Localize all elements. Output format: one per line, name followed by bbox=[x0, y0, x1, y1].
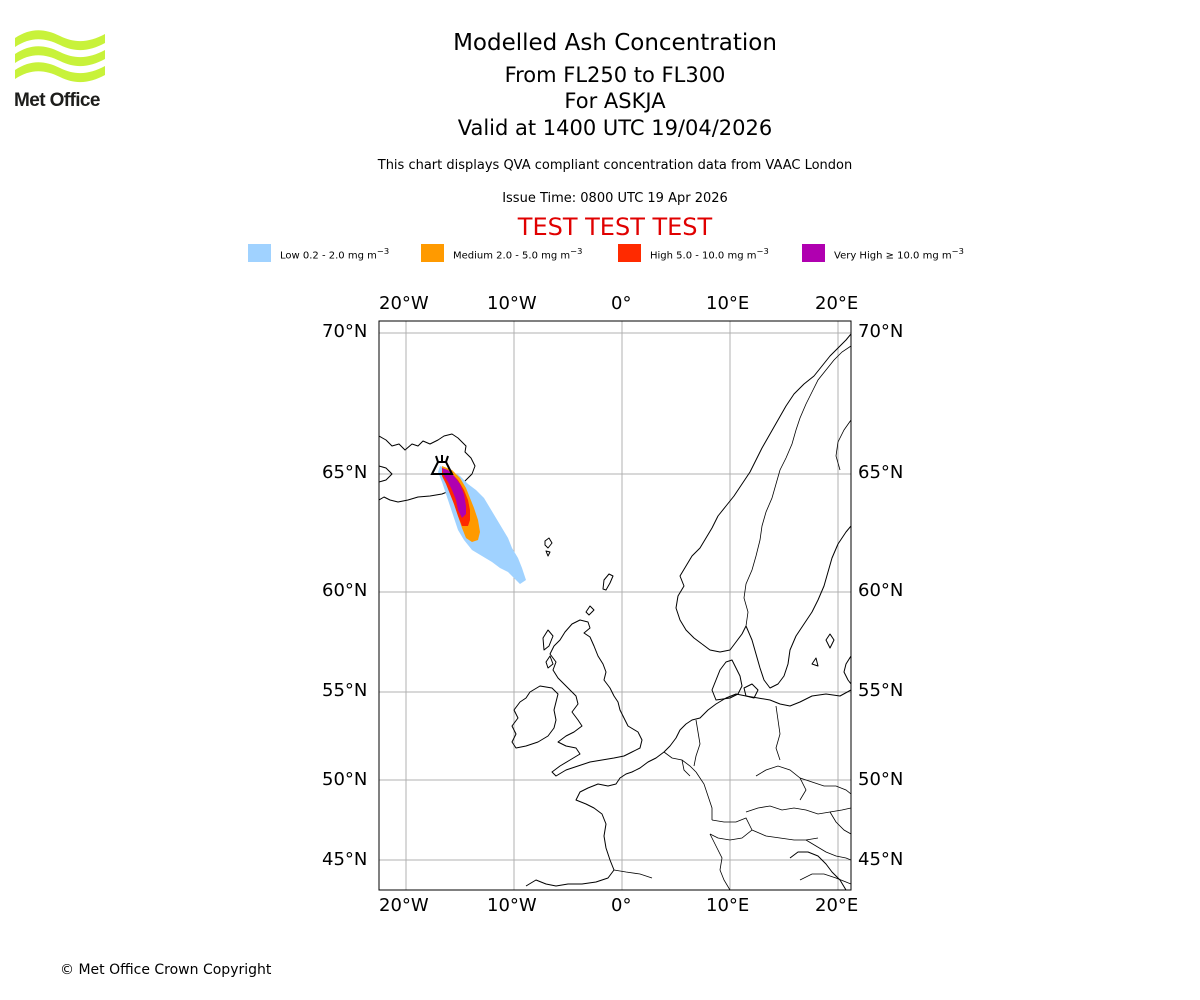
coast-italy bbox=[789, 851, 847, 890]
coast-gotland bbox=[811, 633, 835, 667]
chart-description: This chart displays QVA compliant concen… bbox=[377, 158, 853, 173]
border-netherlands-germany bbox=[693, 719, 701, 767]
border-germany-czech bbox=[755, 765, 807, 801]
legend-label-medium: Medium 2.0 - 5.0 mg m−3 bbox=[453, 246, 583, 262]
border-france-belgium bbox=[663, 751, 697, 773]
legend-label-low: Low 0.2 - 2.0 mg m−3 bbox=[280, 246, 390, 262]
map-background bbox=[379, 321, 851, 890]
border-france-italy bbox=[709, 833, 731, 890]
border-austria-italy bbox=[751, 829, 819, 841]
lat-tick-right-55n: 55°N bbox=[858, 680, 904, 701]
lat-tick-right-65n: 65°N bbox=[858, 462, 904, 483]
legend-label-high: High 5.0 - 10.0 mg m−3 bbox=[650, 246, 769, 262]
lon-tick-bottom-10e: 10°E bbox=[706, 895, 750, 916]
legend-swatch-medium bbox=[421, 244, 444, 262]
ash-medium-zone bbox=[442, 466, 480, 542]
country-borders bbox=[613, 345, 851, 890]
border-slovenia bbox=[805, 839, 851, 861]
graticule bbox=[379, 321, 851, 890]
lon-tick-top-20w: 20°W bbox=[379, 293, 429, 314]
ash-plume bbox=[438, 466, 526, 584]
lat-tick-right-50n: 50°N bbox=[858, 769, 904, 790]
lon-tick-bottom-10w: 10°W bbox=[487, 895, 537, 916]
border-norway-sweden bbox=[743, 345, 851, 627]
ash-high-zone bbox=[442, 468, 470, 526]
met-office-wave-logo bbox=[15, 30, 105, 83]
border-switzerland bbox=[709, 817, 753, 841]
legend-swatch-very-high bbox=[802, 244, 825, 262]
coast-sweden bbox=[745, 525, 851, 689]
lat-tick-right-60n: 60°N bbox=[858, 580, 904, 601]
border-balkans bbox=[799, 873, 851, 885]
border-germany-austria bbox=[745, 805, 851, 815]
coast-faroe bbox=[544, 537, 553, 557]
volcano-icon bbox=[430, 455, 454, 475]
lon-tick-bottom-0: 0° bbox=[611, 895, 632, 916]
lat-tick-left-70n: 70°N bbox=[322, 321, 368, 342]
border-france-germany bbox=[695, 771, 713, 820]
chart-title: Modelled Ash Concentration bbox=[453, 30, 777, 56]
border-poland-czech bbox=[799, 777, 851, 795]
ash-low-zone bbox=[438, 466, 526, 584]
lon-tick-top-0: 0° bbox=[611, 293, 632, 314]
border-sweden-finland bbox=[835, 419, 851, 471]
coast-iceland bbox=[379, 433, 476, 503]
border-germany-poland bbox=[775, 705, 781, 761]
lat-tick-left-65n: 65°N bbox=[322, 462, 368, 483]
volcano-plume-left bbox=[435, 455, 439, 463]
coast-ireland bbox=[511, 685, 559, 749]
lon-tick-top-10w: 10°W bbox=[487, 293, 537, 314]
lon-tick-top-10e: 10°E bbox=[706, 293, 750, 314]
volcano-plume-right bbox=[445, 455, 449, 463]
ash-very-high-zone bbox=[442, 468, 466, 518]
lat-tick-left-60n: 60°N bbox=[322, 580, 368, 601]
coast-norway bbox=[675, 333, 851, 645]
lat-tick-left-50n: 50°N bbox=[322, 769, 368, 790]
coast-great-britain bbox=[549, 619, 643, 777]
valid-time: Valid at 1400 UTC 19/04/2026 bbox=[457, 116, 773, 140]
coast-baltic bbox=[843, 655, 851, 685]
lon-tick-bottom-20e: 20°E bbox=[815, 895, 859, 916]
lon-tick-bottom-20w: 20°W bbox=[379, 895, 429, 916]
coast-continent-west bbox=[525, 689, 851, 887]
lat-tick-right-45n: 45°N bbox=[858, 849, 904, 870]
lat-tick-left-55n: 55°N bbox=[322, 680, 368, 701]
coast-orkney bbox=[585, 605, 595, 616]
lat-tick-left-45n: 45°N bbox=[322, 849, 368, 870]
flight-level-range: From FL250 to FL300 bbox=[504, 63, 726, 87]
coast-norway-south bbox=[701, 625, 747, 653]
logo-wordmark: Met Office bbox=[14, 90, 100, 111]
issue-time: Issue Time: 0800 UTC 19 Apr 2026 bbox=[502, 191, 728, 206]
copyright-notice: © Met Office Crown Copyright bbox=[60, 962, 272, 978]
volcano-name: For ASKJA bbox=[564, 89, 666, 113]
met-office-logo: Met Office bbox=[14, 30, 109, 112]
test-banner: TEST TEST TEST bbox=[517, 213, 713, 241]
lon-tick-top-20e: 20°E bbox=[815, 293, 859, 314]
legend-swatch-high bbox=[618, 244, 641, 262]
coast-denmark bbox=[711, 659, 759, 701]
border-belgium-lux bbox=[681, 759, 691, 777]
border-spain bbox=[613, 869, 653, 879]
map-frame bbox=[378, 320, 852, 891]
coastlines bbox=[379, 333, 851, 890]
volcano-cone bbox=[430, 461, 454, 475]
legend-label-very-high: Very High ≥ 10.0 mg m−3 bbox=[834, 246, 964, 262]
coast-iceland-west bbox=[379, 465, 393, 483]
coast-shetland bbox=[602, 573, 614, 591]
border-hungary bbox=[829, 811, 851, 835]
lat-tick-right-70n: 70°N bbox=[858, 321, 904, 342]
coast-hebrides bbox=[542, 629, 554, 669]
legend-swatch-low bbox=[248, 244, 271, 262]
